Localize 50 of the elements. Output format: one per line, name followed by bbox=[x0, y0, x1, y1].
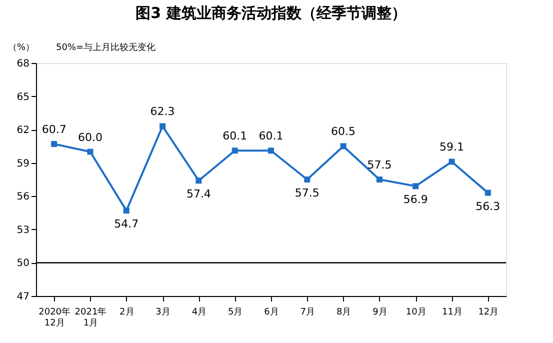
x-tick-label: 2020年 12月 bbox=[38, 306, 71, 328]
x-tick-label: 2021年 1月 bbox=[74, 306, 107, 328]
x-tick-label: 10月 bbox=[406, 308, 426, 318]
x-tick-label: 2月 bbox=[120, 308, 134, 318]
text: 57.5 bbox=[367, 158, 392, 172]
x-tick-label: 9月 bbox=[372, 308, 388, 318]
text: 60.5 bbox=[331, 125, 356, 138]
point bbox=[160, 123, 166, 130]
text: 60.7 bbox=[42, 122, 66, 136]
point bbox=[123, 208, 130, 214]
text: 60.1 bbox=[222, 130, 248, 143]
y-tick-label: 50 bbox=[16, 258, 30, 270]
text: 57.4 bbox=[186, 188, 211, 201]
point bbox=[376, 176, 382, 182]
text: 54.7 bbox=[114, 218, 139, 231]
point bbox=[412, 183, 419, 190]
x-tick-label: 3月 bbox=[156, 308, 170, 318]
y-tick-label: 68 bbox=[16, 58, 30, 70]
y-tick-label: 59 bbox=[16, 158, 30, 170]
point bbox=[484, 190, 491, 196]
x-tick-label: 8月 bbox=[336, 308, 352, 318]
x-tick-label: 6月 bbox=[264, 308, 279, 318]
text: （%） bbox=[8, 43, 35, 53]
point bbox=[196, 178, 202, 184]
y-tick-label: 65 bbox=[16, 92, 30, 103]
x-tick-label: 5月 bbox=[228, 308, 243, 318]
x-tick-label: 7月 bbox=[300, 308, 316, 318]
text: 60.1 bbox=[258, 130, 284, 143]
point bbox=[87, 148, 94, 155]
x-tick-label: 12月 bbox=[478, 308, 499, 318]
point bbox=[268, 148, 274, 154]
text: 62.3 bbox=[150, 105, 175, 118]
y-tick-label: 53 bbox=[16, 224, 30, 236]
text: 59.1 bbox=[440, 140, 464, 154]
text: 50%=与上月比较无变化 bbox=[56, 42, 156, 53]
text: 57.5 bbox=[294, 186, 320, 200]
y-tick-label: 62 bbox=[16, 125, 30, 136]
x-tick-label: 4月 bbox=[192, 308, 207, 318]
chart-title: 图3 建筑业商务活动指数（经季节调整） bbox=[136, 4, 406, 22]
point bbox=[232, 148, 238, 154]
x-tick-label: 11月 bbox=[442, 308, 462, 318]
text: 56.9 bbox=[403, 193, 428, 206]
y-tick-label: 56 bbox=[16, 192, 30, 203]
point bbox=[51, 140, 58, 147]
point bbox=[304, 176, 310, 182]
y-tick-label: 47 bbox=[16, 292, 30, 302]
text: 60.0 bbox=[78, 130, 102, 144]
point bbox=[448, 158, 455, 165]
text: 56.3 bbox=[476, 200, 500, 213]
point bbox=[340, 143, 346, 150]
